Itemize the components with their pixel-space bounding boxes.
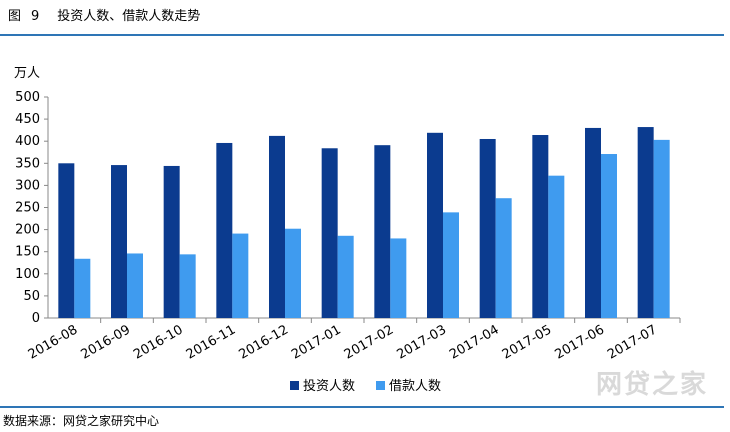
chart-title: 图 9 投资人数、借款人数走势 [8,5,200,24]
y-tick-label: 50 [23,289,40,304]
legend-label-invest: 投资人数 [303,378,355,394]
x-tick-label: 2017-05 [500,322,555,362]
bar-borrow [337,235,354,318]
bar-borrow [127,253,143,318]
x-tick-label: 2017-06 [552,322,607,362]
bar-invest [269,135,285,318]
figure-number: 9 [31,9,40,24]
bar-invest [374,145,391,318]
bar-invest [479,138,496,318]
bar-invest [58,163,75,318]
figure-title: 投资人数、借款人数走势 [57,9,201,24]
x-tick-label: 2017-01 [289,322,344,362]
y-axis-unit: 万人 [14,66,41,81]
y-tick-label: 0 [32,311,40,326]
legend-swatch-borrow [376,381,385,390]
x-tick-label: 2016-08 [26,322,81,362]
legend-swatch-invest [290,381,299,390]
x-tick-label: 2016-12 [236,322,291,362]
bar-borrow [74,258,91,318]
y-tick-label: 350 [15,156,40,171]
bar-borrow [443,212,459,318]
x-tick-label: 2017-02 [342,322,397,362]
bar-invest [427,132,443,318]
bar-borrow [232,233,249,318]
bar-borrow [285,228,301,318]
bar-invest [216,142,233,318]
bar-borrow [495,198,512,318]
watermark-logo: 网贷之家 [595,370,708,400]
y-tick-label: 300 [15,178,40,193]
bar-invest [532,135,549,318]
figure-label: 图 [8,9,22,24]
y-tick-label: 500 [15,90,40,105]
bar-invest [637,127,654,318]
x-tick-label: 2017-03 [394,322,449,362]
bar-invest [321,148,338,318]
bar-borrow [548,175,565,318]
x-tick-label: 2016-09 [78,322,133,362]
bar-invest [163,165,180,318]
bar-borrow [653,139,670,318]
top-rule [0,34,724,36]
y-tick-label: 450 [15,112,40,127]
bar-invest [585,127,601,318]
bar-borrow [390,238,407,318]
data-source: 数据来源：网贷之家研究中心 [3,414,160,428]
bottom-rule [0,406,724,408]
bar-borrow [179,254,196,318]
bar-borrow [601,154,617,318]
y-tick-label: 250 [15,201,40,216]
y-tick-label: 150 [15,245,40,260]
y-tick-label: 100 [15,267,40,282]
legend-label-borrow: 借款人数 [389,379,441,394]
y-tick-label: 400 [15,134,40,149]
x-tick-label: 2016-11 [184,322,239,362]
x-tick-label: 2016-10 [131,322,186,362]
x-tick-label: 2017-07 [605,322,660,362]
y-tick-label: 200 [15,223,40,238]
bar-invest [111,165,127,318]
x-tick-label: 2017-04 [447,322,502,362]
